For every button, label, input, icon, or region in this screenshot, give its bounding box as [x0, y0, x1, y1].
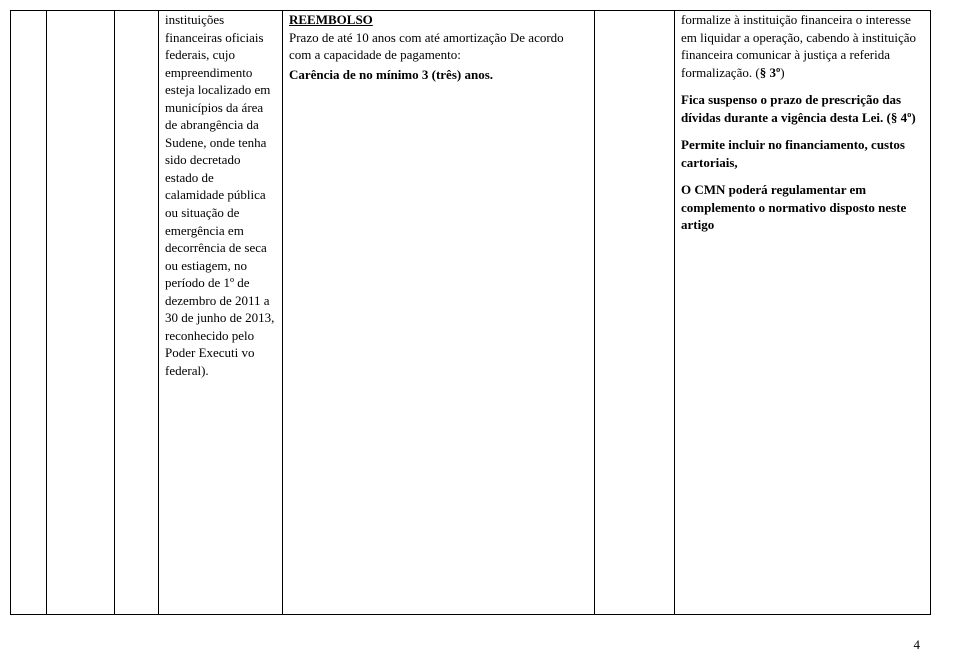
cell-col1 — [47, 11, 115, 615]
cell-col0 — [11, 11, 47, 615]
col6-p2: Fica suspenso o prazo de prescrição das … — [681, 91, 924, 126]
table-row: instituições financeiras oficiais federa… — [11, 11, 931, 615]
cell-col5 — [595, 11, 675, 615]
col4-p2: Carência de no mínimo 3 (três) anos. — [289, 66, 588, 84]
cell-col2 — [115, 11, 159, 615]
col6-p1a: formalize à instituição financeira o int… — [681, 12, 916, 80]
col6-p3: Permite incluir no financiamento, custos… — [681, 136, 924, 171]
col6-p4: O CMN poderá regulamentar em complemento… — [681, 181, 924, 234]
col6-p2c: ) — [911, 110, 915, 125]
col6-p1c: ) — [780, 65, 784, 80]
col3-text: instituições financeiras oficiais federa… — [165, 11, 276, 379]
col6-p1: formalize à instituição financeira o int… — [681, 11, 924, 81]
col4-block: REEMBOLSO Prazo de até 10 anos com até a… — [289, 11, 588, 64]
col6-p1b: § 3º — [760, 65, 781, 80]
page: instituições financeiras oficiais federa… — [0, 0, 960, 662]
col6-p2b: § 4º — [891, 110, 912, 125]
cell-col6: formalize à instituição financeira o int… — [675, 11, 931, 615]
col6-p2a: Fica suspenso o prazo de prescrição das … — [681, 92, 901, 125]
page-number: 4 — [914, 636, 921, 654]
col4-p1: Prazo de até 10 anos com até amortização… — [289, 30, 564, 63]
cell-col4: REEMBOLSO Prazo de até 10 anos com até a… — [283, 11, 595, 615]
document-table: instituições financeiras oficiais federa… — [10, 10, 931, 615]
reembolso-heading: REEMBOLSO — [289, 12, 373, 27]
cell-col3: instituições financeiras oficiais federa… — [159, 11, 283, 615]
